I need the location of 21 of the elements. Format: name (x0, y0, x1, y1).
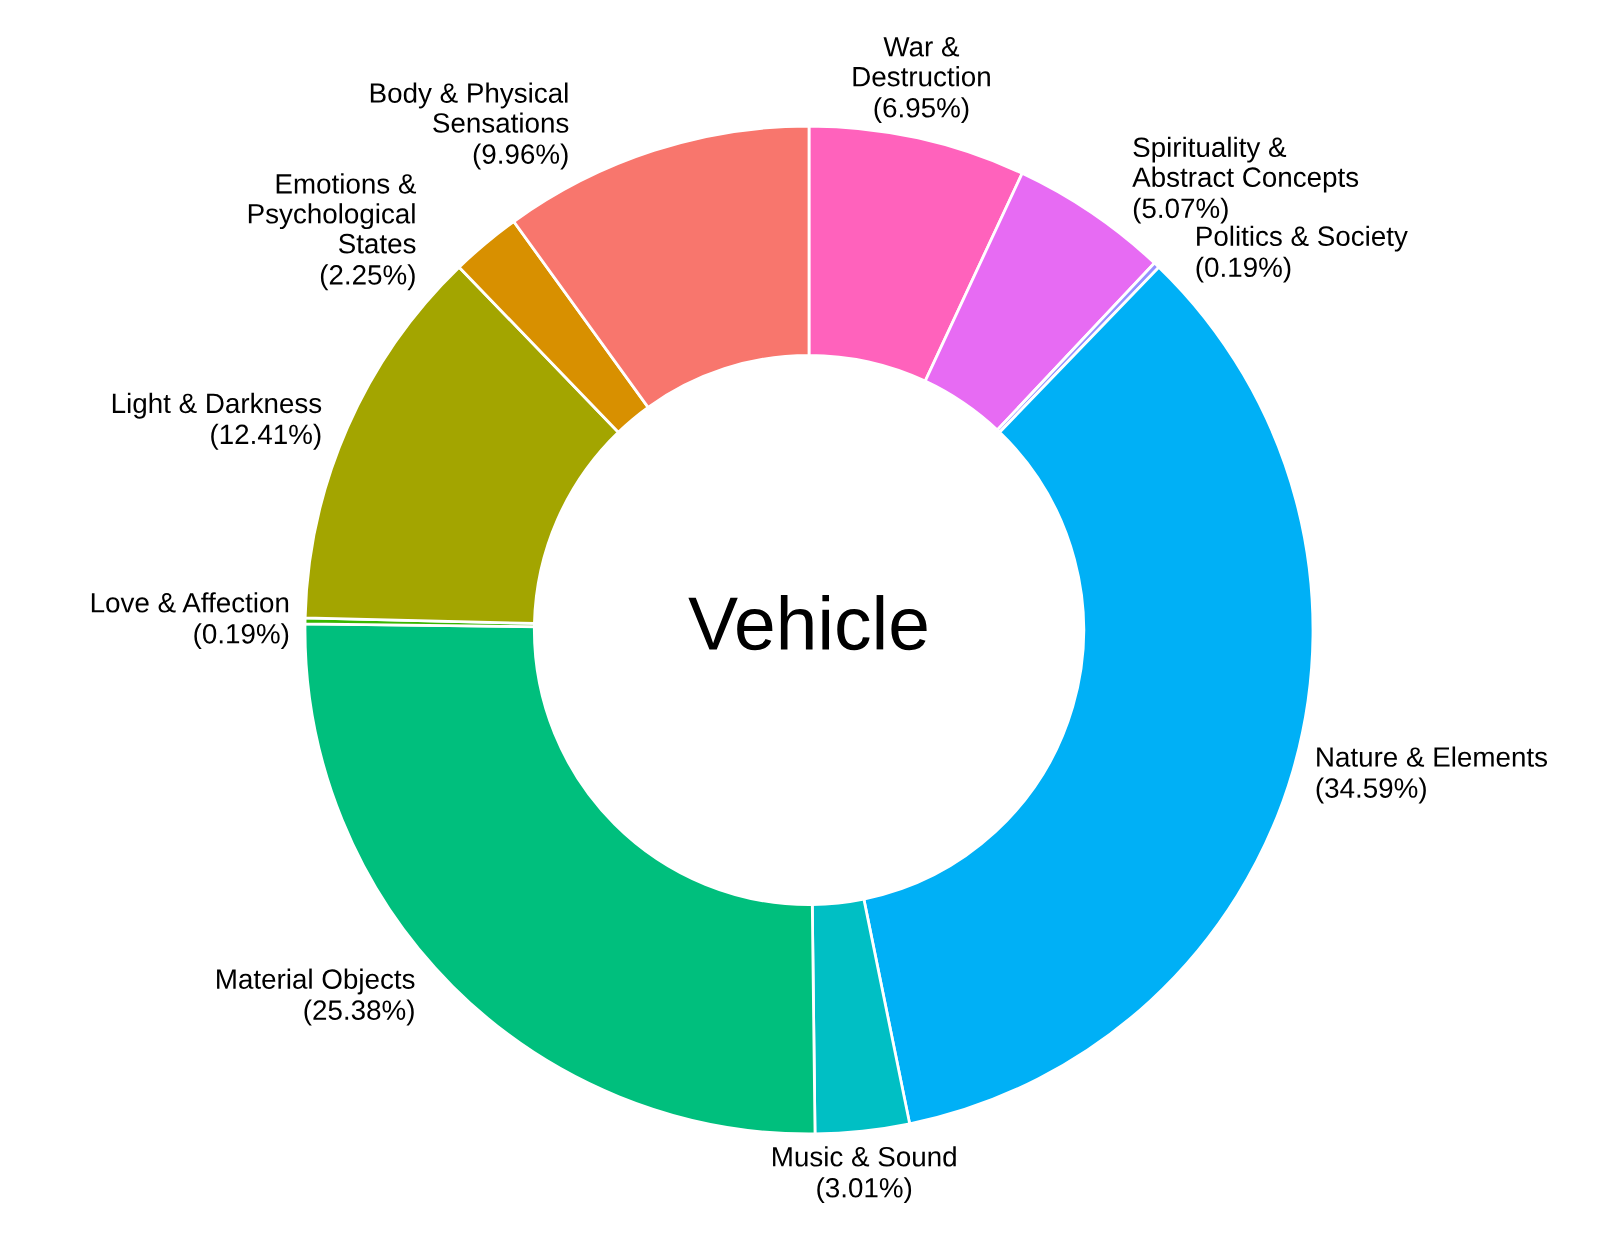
data-label: (34.59%) (1316, 777, 1426, 804)
slice-label: Nature & Elements (1317, 746, 1548, 767)
slice-label: Emotions & Psychological States (248, 173, 417, 254)
slice-label: Spirituality & Abstract Concepts (1132, 136, 1359, 193)
data-label: (0.19%) (194, 623, 289, 650)
slice-label: War & Destruction (853, 37, 990, 87)
slice-label: Light & Darkness (112, 392, 322, 419)
slice-label: Music & Sound (773, 1146, 956, 1167)
slice-label: Material Objects (217, 968, 415, 995)
data-label: (25.38%) (304, 999, 414, 1026)
data-label: (3.01%) (817, 1177, 912, 1204)
data-label: (12.41%) (211, 423, 321, 450)
data-label: (2.25%) (320, 264, 415, 291)
data-label: (5.07%) (1133, 197, 1228, 224)
slice-label: Body & Physical Sensations (370, 82, 569, 133)
data-label: (9.96%) (473, 143, 568, 170)
data-label: (6.95%) (874, 97, 969, 124)
slice-label: Love & Affection (91, 592, 289, 613)
slice-label: Politics & Society (1197, 225, 1408, 252)
data-label: (0.19%) (1196, 256, 1291, 283)
text: Vehicle (688, 595, 927, 651)
